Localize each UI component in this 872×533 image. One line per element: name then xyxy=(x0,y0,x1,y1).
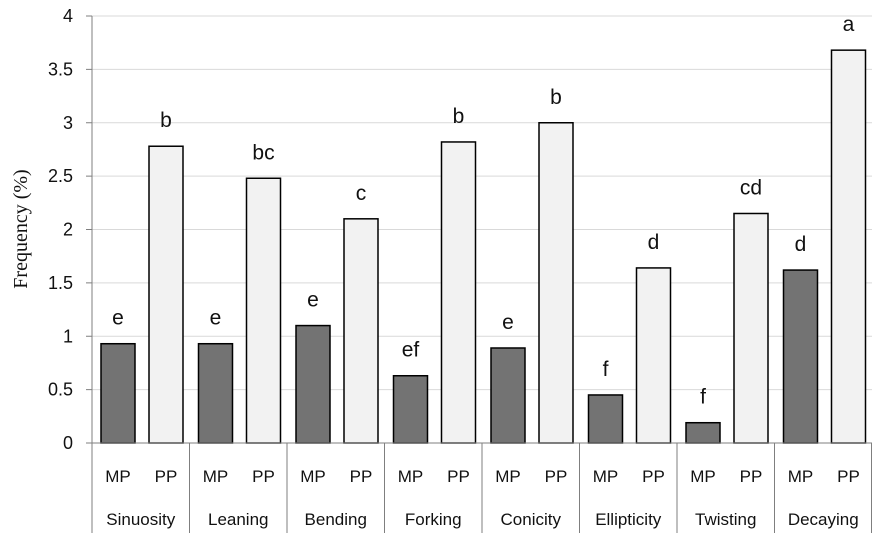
y-tick-label: 2.5 xyxy=(48,166,73,186)
x-category-label: PP xyxy=(545,467,568,486)
x-category-label: PP xyxy=(642,467,665,486)
significance-label: cd xyxy=(740,176,762,199)
bar-mp-bending xyxy=(295,324,331,444)
bar-mp-conicity xyxy=(490,347,526,444)
gridlines xyxy=(92,15,872,391)
significance-label: b xyxy=(160,109,172,132)
axes xyxy=(86,15,872,533)
bars xyxy=(100,49,867,444)
x-group-label: Bending xyxy=(305,510,367,529)
significance-label: e xyxy=(210,307,222,330)
significance-label: a xyxy=(843,13,855,36)
x-category-label: MP xyxy=(300,467,326,486)
bar-pp-conicity xyxy=(538,122,574,444)
x-category-label: PP xyxy=(740,467,763,486)
bar-mp-sinuosity xyxy=(100,342,136,444)
x-group-label: Leaning xyxy=(208,510,269,529)
x-category-label: PP xyxy=(837,467,860,486)
x-category-label: MP xyxy=(593,467,619,486)
bar-pp-sinuosity xyxy=(148,145,184,444)
y-tick-label: 3 xyxy=(63,113,73,133)
x-category-label: PP xyxy=(155,467,178,486)
bar-mp-forking xyxy=(392,374,429,444)
x-group-label: Decaying xyxy=(788,510,859,529)
y-tick-label: 1.5 xyxy=(48,273,73,293)
bar-mp-leaning xyxy=(197,342,234,444)
x-group-label: Twisting xyxy=(695,510,756,529)
y-tick-label: 0 xyxy=(63,433,73,453)
x-group-label: Conicity xyxy=(501,510,562,529)
significance-label: e xyxy=(307,289,319,312)
significance-label: f xyxy=(700,386,706,409)
significance-label: d xyxy=(648,231,660,254)
x-category-label: PP xyxy=(252,467,275,486)
significance-label: c xyxy=(356,182,367,205)
bar-mp-decaying xyxy=(782,269,819,444)
bar-pp-bending xyxy=(343,218,379,444)
x-category-label: PP xyxy=(447,467,470,486)
x-category-label: PP xyxy=(350,467,373,486)
bar-mp-twisting xyxy=(685,421,721,444)
significance-label: f xyxy=(603,358,609,381)
bar-pp-decaying xyxy=(830,49,867,444)
significance-label: ef xyxy=(402,339,420,362)
bar-pp-twisting xyxy=(733,212,769,444)
x-category-label: MP xyxy=(203,467,229,486)
significance-label: b xyxy=(453,105,465,128)
y-tick-label: 1 xyxy=(63,326,73,346)
x-group-label: Sinuosity xyxy=(106,510,175,529)
x-category-label: MP xyxy=(105,467,131,486)
significance-label: b xyxy=(550,86,562,109)
x-category-label: MP xyxy=(398,467,424,486)
bar-pp-forking xyxy=(440,141,477,444)
x-category-label: MP xyxy=(495,467,521,486)
y-tick-label: 2 xyxy=(63,220,73,240)
bar-mp-ellipticity xyxy=(587,394,624,444)
x-group-label: Ellipticity xyxy=(595,510,662,529)
bar-pp-leaning xyxy=(245,177,282,444)
significance-label: e xyxy=(112,307,124,330)
significance-label: e xyxy=(502,311,514,334)
labels: 00.511.522.533.54eMPbPPSinuosityeMPbcPPL… xyxy=(48,6,860,529)
x-category-label: MP xyxy=(690,467,716,486)
x-group-label: Forking xyxy=(405,510,462,529)
y-axis-label: Frequency (%) xyxy=(10,169,32,288)
x-category-label: MP xyxy=(788,467,814,486)
significance-label: d xyxy=(795,233,807,256)
bar-pp-ellipticity xyxy=(635,267,672,444)
y-tick-label: 0.5 xyxy=(48,380,73,400)
y-tick-label: 4 xyxy=(63,6,73,26)
significance-label: bc xyxy=(252,141,274,164)
y-tick-label: 3.5 xyxy=(48,59,73,79)
